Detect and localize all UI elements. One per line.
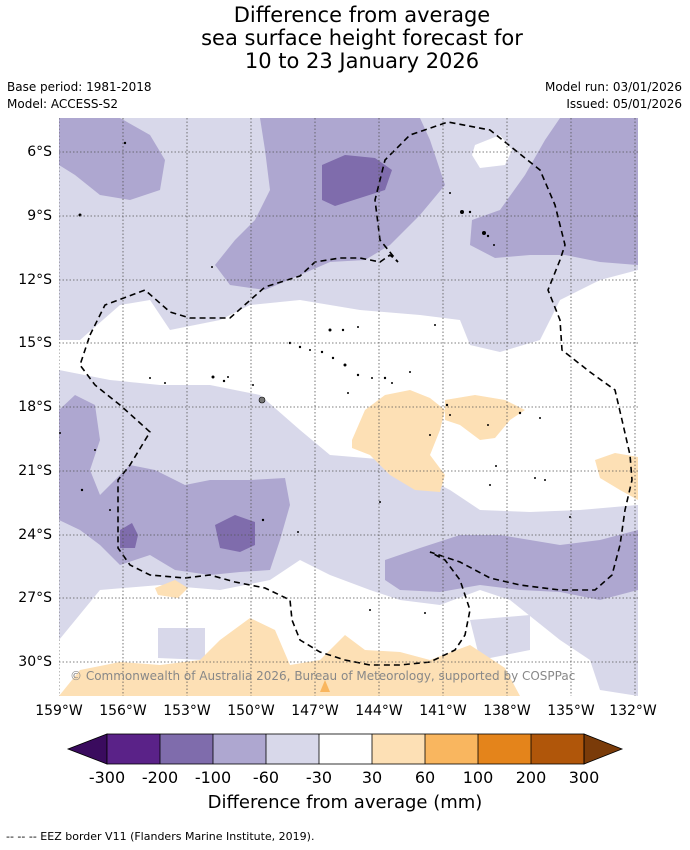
contour-light-lavender-southeast [470, 615, 530, 660]
colorbar-segment-3 [213, 734, 266, 764]
chart-title: Difference from average sea surface heig… [0, 4, 690, 73]
colorbar-segment-1 [107, 734, 160, 764]
colorbar-label-p30: 30 [361, 768, 383, 787]
contour-peach-central [352, 390, 445, 492]
map-area [59, 118, 638, 696]
copyright-notice: © Commonwealth of Australia 2026, Bureau… [70, 669, 576, 683]
colorbar-extend-high [583, 733, 624, 765]
colorbar-label-p60: 60 [414, 768, 436, 787]
title-line-3: 10 to 23 January 2026 [244, 49, 480, 73]
colorbar-segment-8 [478, 734, 531, 764]
lon-tick-144w: 144°W [355, 703, 403, 719]
model-name: Model: ACCESS-S2 [7, 97, 119, 111]
contour-peach-east [445, 395, 525, 440]
colorbar-dividers [159, 734, 532, 764]
lon-tick-159w: 159°W [35, 703, 83, 719]
base-period: Base period: 1981-2018 [7, 80, 152, 94]
lat-tick-9s: 9°S [27, 208, 52, 224]
lat-tick-12s: 12°S [18, 272, 52, 288]
island-markers [59, 141, 571, 614]
contour-peach-south [59, 618, 520, 696]
colorbar-segment-6 [372, 734, 425, 764]
colorbar-label-p300: 300 [568, 768, 600, 787]
colorbar-segment-9 [531, 734, 584, 764]
colorbar-title: Difference from average (mm) [207, 792, 483, 813]
contour-lavender-east [385, 530, 638, 600]
lat-tick-15s: 15°S [18, 335, 52, 351]
colorbar-label-m60: -60 [252, 768, 280, 787]
lat-tick-24s: 24°S [18, 527, 52, 543]
colorbar-label-m100: -100 [194, 768, 232, 787]
lat-tick-30s: 30°S [18, 654, 52, 670]
contour-orange-spot [320, 680, 330, 692]
contour-purple-southwest-b [120, 523, 138, 548]
colorbar-label-p200: 200 [515, 768, 547, 787]
colorbar-label-m300: -300 [88, 768, 126, 787]
lon-tick-135w: 135°W [547, 703, 595, 719]
lat-tick-6s: 6°S [27, 144, 52, 160]
lon-tick-147w: 147°W [291, 703, 339, 719]
contour-peach-far-east [595, 453, 638, 500]
colorbar-extend-low [66, 733, 108, 765]
lon-tick-153w: 153°W [163, 703, 211, 719]
colorbar-segment-4 [266, 734, 319, 764]
lon-tick-138w: 138°W [483, 703, 531, 719]
title-line-2: sea surface height forecast for [201, 26, 523, 50]
colorbar-segment-2 [160, 734, 213, 764]
colorbar-outline [106, 733, 585, 765]
lat-tick-18s: 18°S [18, 399, 52, 415]
lon-tick-156w: 156°W [99, 703, 147, 719]
colorbar-label-m200: -200 [141, 768, 179, 787]
lon-tick-132w: 132°W [609, 703, 657, 719]
eez-footnote: -- -- -- EEZ border V11 (Flanders Marine… [6, 830, 315, 843]
colorbar-label-p100: 100 [462, 768, 494, 787]
contour-lavender-north-central [215, 118, 445, 290]
contour-purple-southwest-a [215, 515, 255, 552]
issued-date: Issued: 05/01/2026 [566, 97, 682, 111]
contour-light-lavender-west [59, 370, 638, 696]
lat-tick-21s: 21°S [18, 463, 52, 479]
lon-tick-141w: 141°W [419, 703, 467, 719]
eez-border-french-polynesia [79, 121, 633, 666]
colorbar-segment-7 [425, 734, 478, 764]
colorbar-segment-5 [319, 734, 372, 764]
contour-white-patch [472, 135, 512, 168]
contour-peach-small [155, 580, 188, 598]
lon-tick-150w: 150°W [227, 703, 275, 719]
colorbar [66, 733, 624, 765]
contour-lavender-northeast [470, 118, 638, 265]
lat-tick-27s: 27°S [18, 590, 52, 606]
title-line-1: Difference from average [233, 3, 491, 27]
model-run: Model run: 03/01/2026 [544, 80, 682, 94]
contour-purple-north [322, 155, 392, 206]
contour-light-lavender-southwest [158, 628, 205, 660]
colorbar-label-m30: -30 [305, 768, 333, 787]
contour-lavender-northwest [59, 118, 165, 200]
